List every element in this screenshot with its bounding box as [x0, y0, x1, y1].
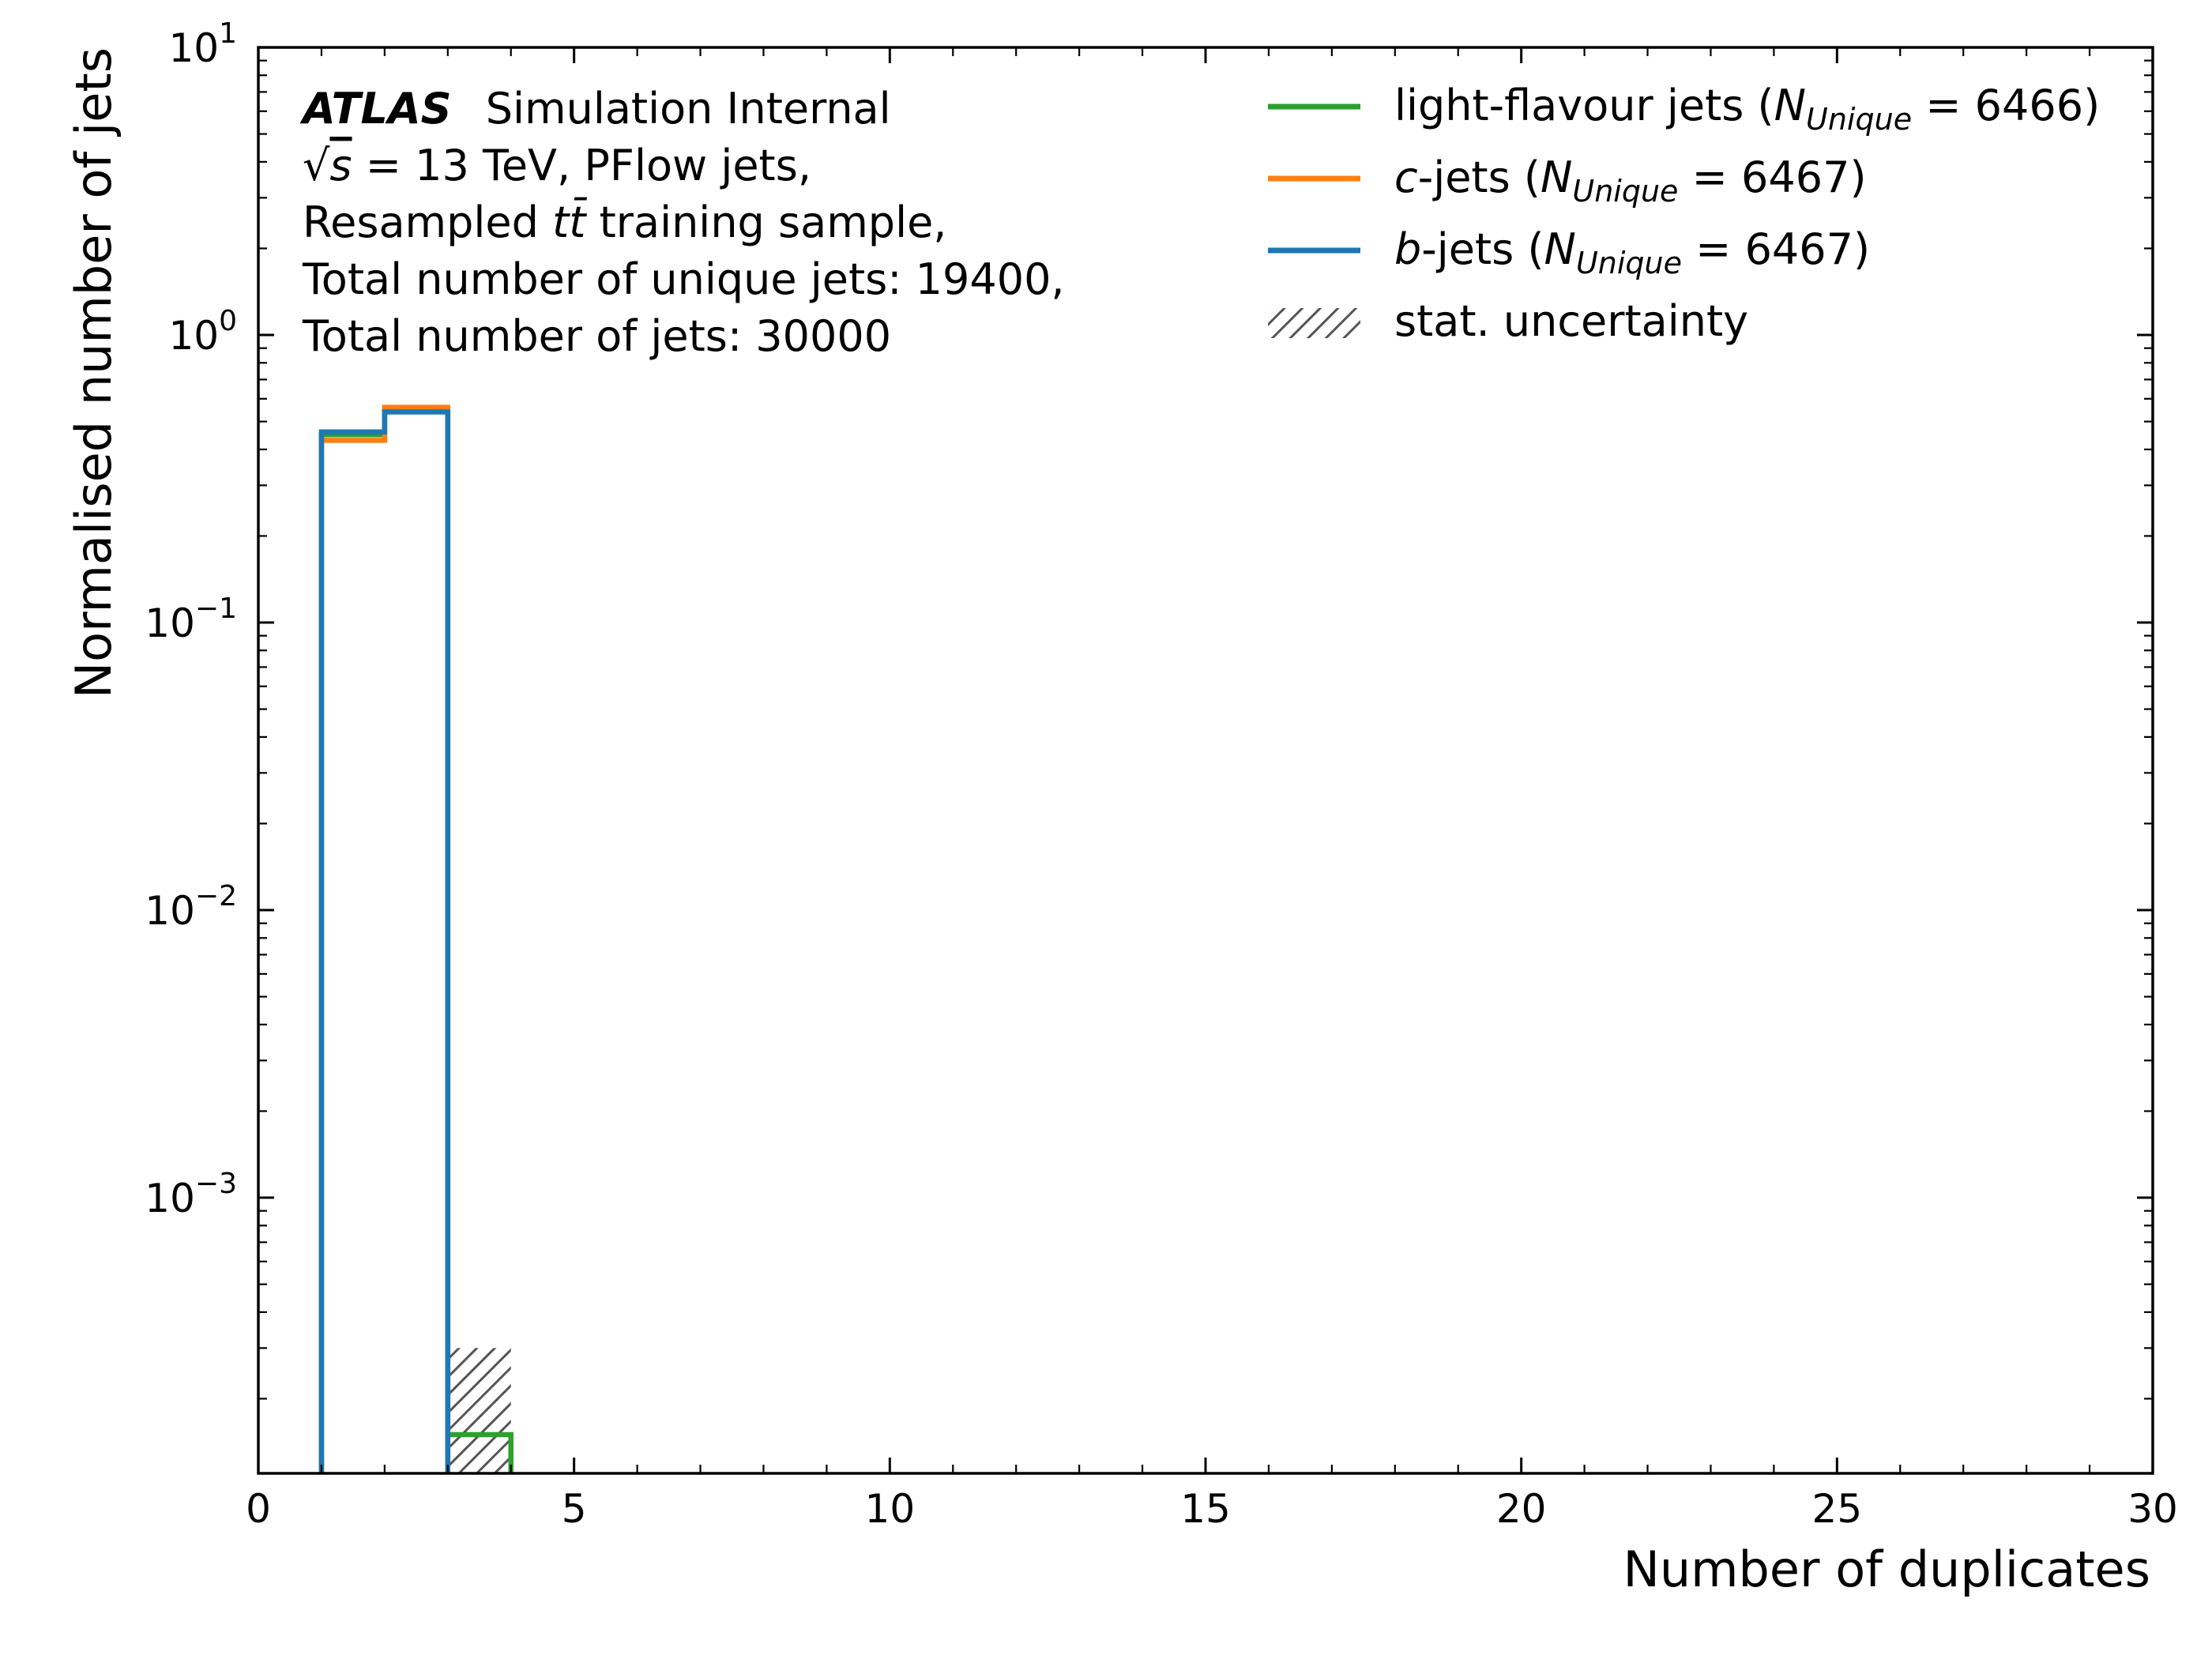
x-tick-label: 10	[865, 1486, 916, 1532]
annotation-energy: √s = 13 TeV, PFlow jets,	[303, 141, 811, 190]
legend-entry-c: c-jets (NUnique = 6467)	[1268, 152, 1867, 209]
y-tick-label: 100	[168, 305, 237, 359]
x-tick-label: 30	[2127, 1486, 2178, 1532]
annotation-total-jets: Total number of jets: 30000	[302, 311, 891, 361]
legend-entry-uncertainty: stat. uncertainty	[1268, 296, 1748, 346]
series-c-jets-step	[318, 404, 451, 1473]
plot-frame	[257, 46, 2154, 1475]
atlas-status-text: Simulation Internal	[486, 84, 891, 134]
y-tick-label: 101	[168, 17, 237, 71]
annotation-sample: Resampled tt̄ training sample,	[303, 198, 946, 247]
y-tick-label: 10−2	[145, 880, 237, 934]
x-tick-label: 0	[246, 1486, 271, 1532]
x-axis-label: Number of duplicates	[1623, 1540, 2150, 1598]
x-tick-label: 25	[1812, 1486, 1863, 1532]
atlas-logo-text: ATLAS	[299, 84, 452, 134]
annotation-unique-jets: Total number of unique jets: 19400,	[302, 254, 1065, 304]
series-light-flavour-jets-step	[318, 409, 514, 1473]
svg-text:ATLAS Simulation Interna: ATLAS Simulation Internal	[299, 84, 891, 134]
y-axis-label: Normalised number of jets	[65, 47, 122, 698]
svg-text:stat. uncertainty: stat. uncertainty	[1394, 296, 1748, 346]
x-tick-label: 5	[562, 1486, 587, 1532]
x-tick-label: 20	[1496, 1486, 1547, 1532]
legend: light-flavour jets (NUnique = 6466) c-je…	[1268, 81, 2100, 346]
svg-text:b-jets (NUnique = 6467): b-jets (NUnique = 6467)	[1394, 224, 1870, 280]
legend-swatch-hatch	[1268, 308, 1360, 338]
legend-entry-b: b-jets (NUnique = 6467)	[1268, 224, 1870, 280]
legend-entry-light: light-flavour jets (NUnique = 6466)	[1268, 81, 2100, 137]
plot-area	[318, 404, 514, 1473]
uncertainty-band-0	[447, 1348, 511, 1473]
atlas-label: ATLAS Simulation Internal √s = 13 TeV, P…	[299, 84, 1065, 361]
y-tick-label: 10−3	[145, 1168, 237, 1221]
series-b-jets-step	[318, 409, 451, 1473]
svg-text:light-flavour jets (NUnique =: light-flavour jets (NUnique = 6466)	[1394, 81, 2100, 137]
svg-text:c-jets (NUnique = 6467): c-jets (NUnique = 6467)	[1394, 152, 1867, 209]
x-tick-label: 15	[1180, 1486, 1231, 1532]
y-tick-label: 10−1	[145, 592, 237, 646]
